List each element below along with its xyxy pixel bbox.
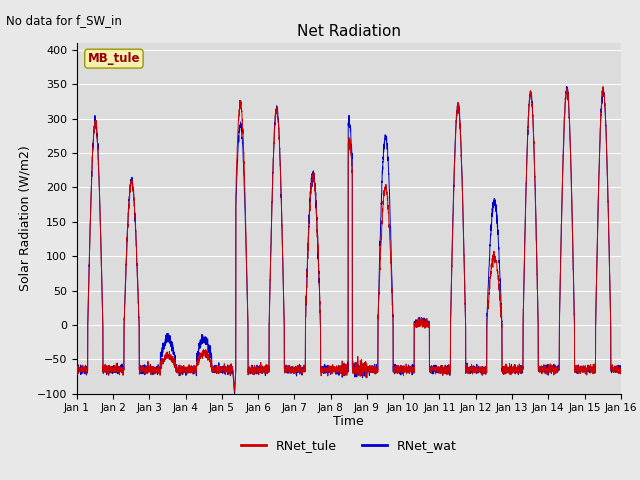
Legend: RNet_tule, RNet_wat: RNet_tule, RNet_wat bbox=[236, 434, 461, 457]
Y-axis label: Solar Radiation (W/m2): Solar Radiation (W/m2) bbox=[18, 145, 31, 291]
Title: Net Radiation: Net Radiation bbox=[297, 24, 401, 39]
Text: No data for f_SW_in: No data for f_SW_in bbox=[6, 14, 122, 27]
Text: MB_tule: MB_tule bbox=[88, 52, 140, 65]
X-axis label: Time: Time bbox=[333, 415, 364, 428]
